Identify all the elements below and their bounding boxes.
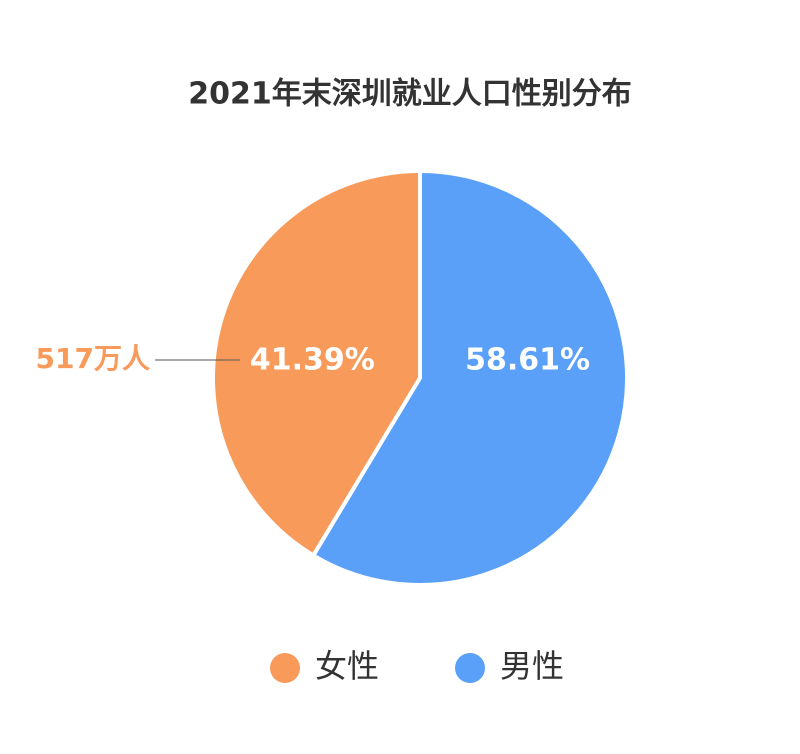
legend-label: 男性 (500, 647, 564, 685)
annotation: 517万人 (36, 342, 150, 375)
slice-label: 58.61% (465, 343, 590, 378)
pie-slice (211, 169, 422, 558)
chart-title: 2021年末深圳就业人口性别分布 (188, 77, 632, 112)
legend-marker (455, 653, 485, 683)
pie-slice (311, 169, 629, 587)
legend-marker (270, 653, 300, 683)
slice-label: 41.39% (250, 343, 375, 378)
legend-label: 女性 (315, 647, 379, 685)
